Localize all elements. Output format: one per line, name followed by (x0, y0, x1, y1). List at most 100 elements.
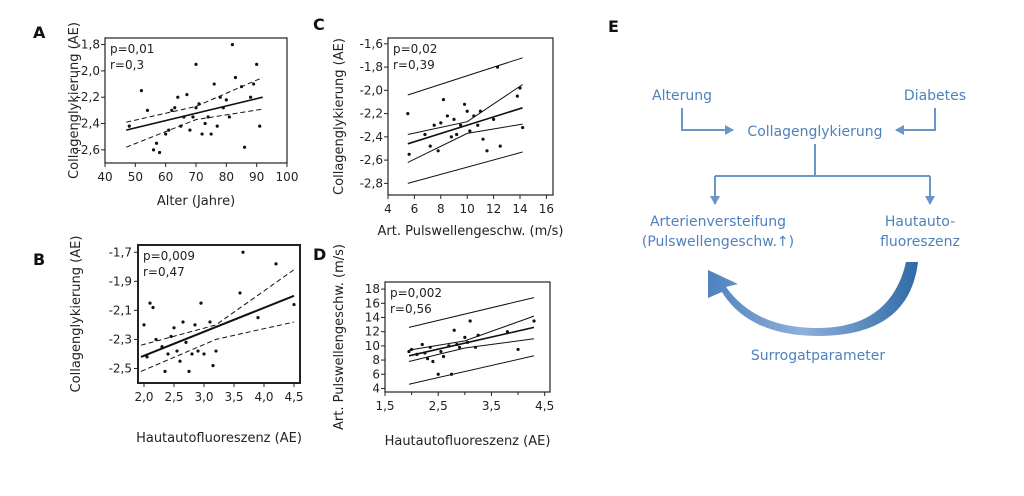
data-point (190, 352, 194, 356)
x-tick-label: 8 (437, 202, 445, 216)
y-tick-label: -2,0 (360, 83, 383, 97)
data-point (148, 301, 152, 305)
surrogate-swoosh-arrow (708, 262, 918, 336)
x-axis-label: Alter (Jahre) (157, 194, 235, 209)
panel-label-d: D (313, 245, 326, 264)
data-point (452, 117, 456, 122)
data-point (178, 359, 182, 363)
data-point (449, 135, 453, 139)
chart-a: 40 50 60 70 80 90 100 -1,8 -2,0 -2,2 -2,4 -2,6 Alter… (67, 22, 298, 209)
data-point (188, 128, 192, 132)
data-point (452, 328, 456, 332)
panel-label-c: C (313, 15, 325, 34)
node-diabetes: Diabetes (904, 88, 966, 104)
confidence-band-lower (408, 338, 535, 362)
x-tick-label: 100 (276, 170, 299, 184)
data-point (436, 149, 440, 153)
data-point (495, 65, 500, 69)
data-point (175, 349, 179, 353)
stat-annotation: p=0,01 (110, 42, 154, 56)
regression-line (408, 326, 535, 357)
data-point (516, 347, 520, 352)
data-point (457, 345, 462, 349)
data-point (518, 86, 522, 90)
data-point (428, 345, 432, 349)
x-tick-label: 14 (512, 202, 527, 216)
data-point (194, 106, 198, 110)
y-tick-label: 16 (365, 296, 380, 310)
prediction-band-upper (407, 57, 523, 96)
data-point (476, 333, 480, 337)
data-point (211, 363, 215, 368)
node-collagenglykierung: Collagenglykierung (747, 124, 882, 140)
stat-annotation: p=0,009 (143, 249, 195, 263)
confidence-band-lower (407, 123, 523, 163)
data-point (481, 137, 485, 141)
y-axis-label: Art. Pulswellengeschw. (m/s) (332, 244, 347, 430)
node-hautautofluoreszenz-1: Hautauto- (885, 214, 955, 230)
data-point (449, 372, 454, 376)
panel-label-e: E (608, 17, 619, 36)
node-alterung: Alterung (652, 88, 712, 104)
data-point (187, 369, 191, 373)
stat-annotation: r=0,39 (393, 58, 435, 72)
node-arterienversteifung: Arterienversteifung (650, 214, 786, 230)
panel-label-a: A (33, 23, 46, 42)
data-point (202, 352, 206, 356)
x-tick-label: 16 (539, 202, 554, 216)
data-point (423, 132, 427, 137)
x-tick-label: 2,5 (429, 399, 448, 413)
data-point (181, 320, 185, 324)
data-point (227, 115, 231, 119)
y-tick-label: -2,2 (77, 90, 100, 104)
data-point (465, 340, 470, 344)
data-point (127, 124, 131, 128)
data-point (505, 330, 510, 334)
data-point (154, 141, 159, 145)
y-axis-label: Collagenglykierung (AE) (332, 38, 347, 195)
data-point (142, 323, 146, 327)
data-point (151, 305, 155, 310)
data-point (179, 124, 183, 128)
x-tick-label: 1,5 (375, 399, 394, 413)
regression-line (140, 294, 295, 358)
chart-b: 2,0 2,5 3,0 3,5 4,0 4,5 -1,7 -1,9 -2,1 -2,3 -2,5 Ha… (69, 236, 304, 446)
x-tick-label: 2,5 (164, 390, 183, 404)
data-point (462, 102, 467, 106)
node-hautautofluoreszenz-2: fluoreszenz (880, 234, 960, 250)
data-point (249, 95, 253, 99)
data-point (209, 132, 213, 136)
confidence-band-upper (140, 269, 295, 346)
y-tick-label: 18 (365, 282, 380, 296)
data-point (172, 326, 176, 330)
data-point (176, 95, 180, 99)
data-point (160, 345, 164, 349)
data-point (432, 123, 436, 127)
prediction-band-lower (407, 151, 523, 184)
x-tick-label: 70 (188, 170, 203, 184)
y-tick-label: -2,5 (109, 361, 132, 375)
data-point (515, 94, 519, 98)
data-point (158, 150, 162, 155)
x-tick-label: 2,0 (134, 390, 153, 404)
data-point (139, 89, 143, 93)
data-point (214, 349, 218, 353)
data-point (145, 355, 149, 359)
confidence-band-upper (408, 315, 535, 351)
data-point (532, 319, 536, 323)
x-tick-label: 3,5 (224, 390, 243, 404)
regression-line (126, 96, 263, 131)
data-point (258, 124, 262, 128)
data-point (256, 316, 260, 320)
x-tick-label: 60 (158, 170, 173, 184)
data-point (428, 144, 432, 148)
x-axis-label: Art. Pulswellengeschw. (m/s) (378, 224, 564, 239)
plot-frame (137, 244, 301, 384)
data-point (406, 111, 410, 116)
node-surrogatparameter: Surrogatparameter (751, 348, 885, 364)
data-point (492, 117, 496, 122)
node-pulswellengeschw: (Pulswellengeschw.↑) (642, 234, 794, 250)
data-point (439, 121, 443, 125)
y-tick-label: -1,6 (360, 37, 383, 51)
